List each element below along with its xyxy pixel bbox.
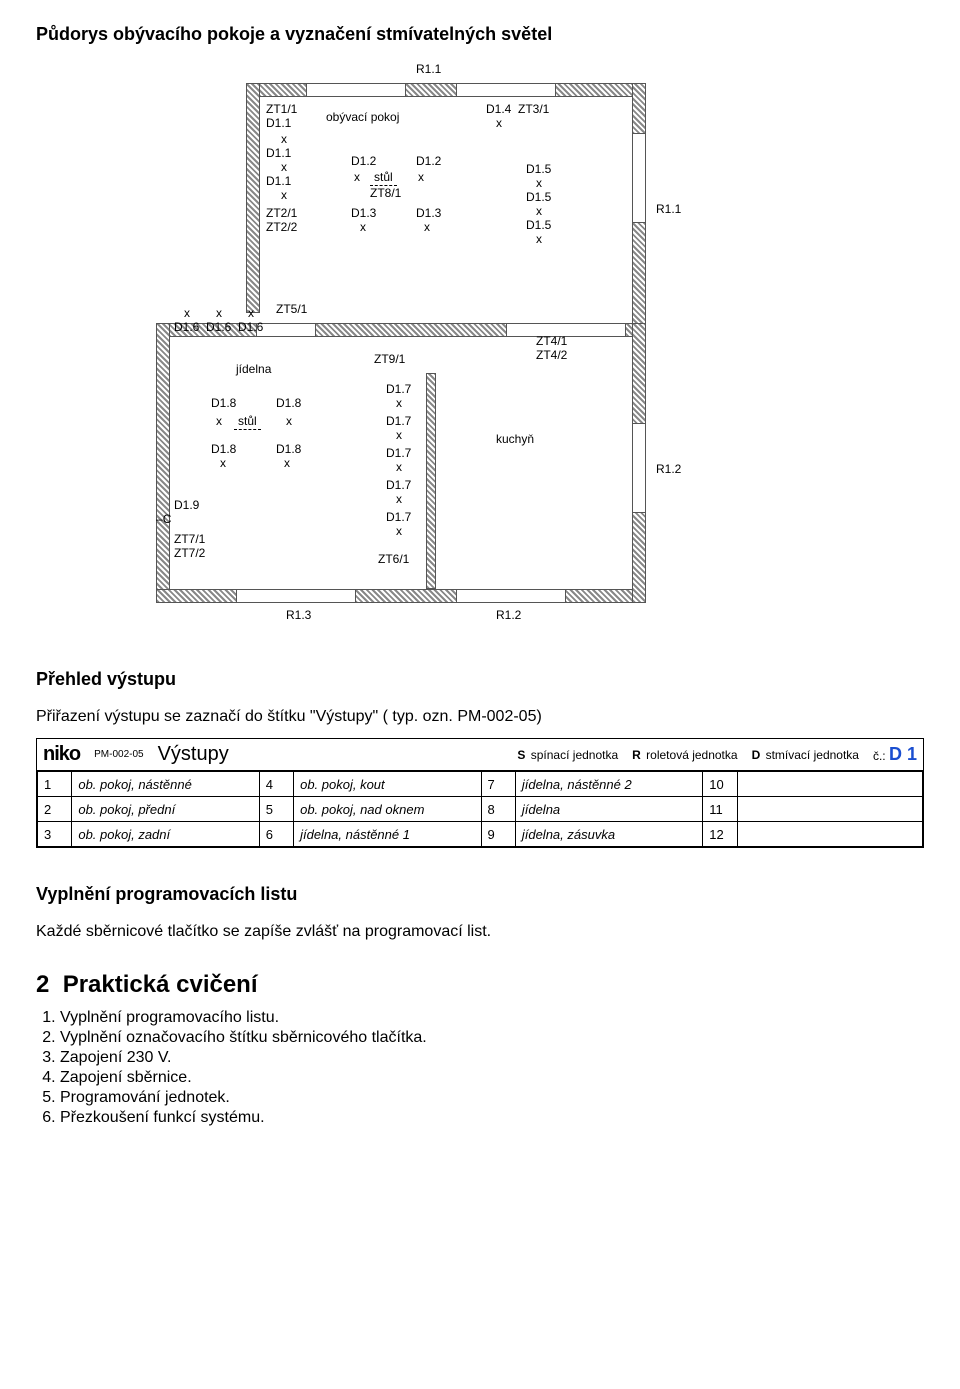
label-d13a: D1.3 xyxy=(351,207,376,220)
label-xd: x xyxy=(424,221,430,234)
label-x-d14: x xyxy=(496,117,502,130)
label-x8d: x xyxy=(284,457,290,470)
label-c: –C xyxy=(156,513,171,526)
label-x5c: x xyxy=(536,233,542,246)
label-zt72: ZT7/2 xyxy=(174,547,205,560)
label-d19: D1.9 xyxy=(174,499,199,512)
step-6: Přezkoušení funkcí systému. xyxy=(60,1109,924,1127)
step-5: Programování jednotek. xyxy=(60,1089,924,1107)
label-d15b: D1.5 xyxy=(526,191,551,204)
label-zt21: ZT2/1 xyxy=(266,207,297,220)
label-r11-top: R1.1 xyxy=(416,63,441,76)
section-vyplneni-body: Každé sběrnicové tlačítko se zapíše zvlá… xyxy=(36,923,924,941)
label-d15a: D1.5 xyxy=(526,163,551,176)
label-d18a: D1.8 xyxy=(211,397,236,410)
section-2-heading: 2 Praktická cvičení xyxy=(36,971,924,999)
label-zt22: ZT2/2 xyxy=(266,221,297,234)
vystupy-grid: 1ob. pokoj, nástěnné 4ob. pokoj, kout 7j… xyxy=(37,771,923,847)
label-x5a: x xyxy=(536,177,542,190)
page-title: Půdorys obývacího pokoje a vyznačení stm… xyxy=(36,24,924,45)
label-x6b: x xyxy=(216,307,222,320)
label-d17a: D1.7 xyxy=(386,383,411,396)
label-x8b: x xyxy=(286,415,292,428)
label-d14: D1.4 xyxy=(486,103,511,116)
step-4: Zapojení sběrnice. xyxy=(60,1069,924,1087)
label-xb: x xyxy=(418,171,424,184)
label-x7b: x xyxy=(396,429,402,442)
label-x3: x xyxy=(281,189,287,202)
label-x8c: x xyxy=(220,457,226,470)
label-d13b: D1.3 xyxy=(416,207,441,220)
label-zt31: ZT3/1 xyxy=(518,103,549,116)
label-d16b: D1.6 xyxy=(206,321,231,334)
label-d12a: D1.2 xyxy=(351,155,376,168)
label-x6a: x xyxy=(184,307,190,320)
label-x7c: x xyxy=(396,461,402,474)
section-prehled-body: Přiřazení výstupu se zaznačí do štítku "… xyxy=(36,708,924,726)
label-x6c: x xyxy=(248,307,254,320)
label-d17d: D1.7 xyxy=(386,479,411,492)
label-x7a: x xyxy=(396,397,402,410)
label-d11c: D1.1 xyxy=(266,175,291,188)
label-r12-bottom: R1.2 xyxy=(496,609,521,622)
label-d18b: D1.8 xyxy=(276,397,301,410)
label-r11-right: R1.1 xyxy=(656,203,681,216)
label-r12-right: R1.2 xyxy=(656,463,681,476)
brand-logo: niko xyxy=(43,743,80,766)
label-stul1: stůl xyxy=(370,171,397,186)
steps-list: Vyplnění programovacího listu. Vyplnění … xyxy=(60,1009,924,1127)
label-zt81: ZT8/1 xyxy=(370,187,401,200)
label-zt71: ZT7/1 xyxy=(174,533,205,546)
label-jidelna: jídelna xyxy=(236,363,271,376)
label-d17c: D1.7 xyxy=(386,447,411,460)
vystupy-legend: S spínací jednotka R roletová jednotka D… xyxy=(517,744,917,765)
label-r13: R1.3 xyxy=(286,609,311,622)
label-x5b: x xyxy=(536,205,542,218)
label-d17b: D1.7 xyxy=(386,415,411,428)
label-x7d: x xyxy=(396,493,402,506)
label-zt51: ZT5/1 xyxy=(276,303,307,316)
label-zt41: ZT4/1 xyxy=(536,335,567,348)
label-xa: x xyxy=(354,171,360,184)
label-obyvaci: obývací pokoj xyxy=(326,111,399,124)
pm-code: PM-002-05 xyxy=(94,749,143,760)
label-d18c: D1.8 xyxy=(211,443,236,456)
label-d11b: D1.1 xyxy=(266,147,291,160)
floor-plan: R1.1 R1.1 R1.2 R1.3 R1.2 ZT1/1 D1.1 obýv… xyxy=(156,63,716,639)
vystupy-table: niko PM-002-05 Výstupy S spínací jednotk… xyxy=(36,738,924,848)
label-d11a: D1.1 xyxy=(266,117,291,130)
step-2: Vyplnění označovacího štítku sběrnicovéh… xyxy=(60,1029,924,1047)
label-xc: x xyxy=(360,221,366,234)
label-d16c: D1.6 xyxy=(238,321,263,334)
label-d17e: D1.7 xyxy=(386,511,411,524)
step-1: Vyplnění programovacího listu. xyxy=(60,1009,924,1027)
label-d15c: D1.5 xyxy=(526,219,551,232)
label-d18d: D1.8 xyxy=(276,443,301,456)
section-prehled-title: Přehled výstupu xyxy=(36,669,924,690)
label-d16a: D1.6 xyxy=(174,321,199,334)
label-zt11: ZT1/1 xyxy=(266,103,297,116)
step-3: Zapojení 230 V. xyxy=(60,1049,924,1067)
label-zt42: ZT4/2 xyxy=(536,349,567,362)
label-x7e: x xyxy=(396,525,402,538)
label-kuchyn: kuchyň xyxy=(496,433,534,446)
label-zt91: ZT9/1 xyxy=(374,353,405,366)
vystupy-title: Výstupy xyxy=(158,743,229,766)
label-d12b: D1.2 xyxy=(416,155,441,168)
label-x8a: x xyxy=(216,415,222,428)
label-x1: x xyxy=(281,133,287,146)
label-x2: x xyxy=(281,161,287,174)
section-vyplneni-title: Vyplnění programovacích listu xyxy=(36,884,924,905)
label-zt61: ZT6/1 xyxy=(378,553,409,566)
label-stul2: stůl xyxy=(234,415,261,430)
